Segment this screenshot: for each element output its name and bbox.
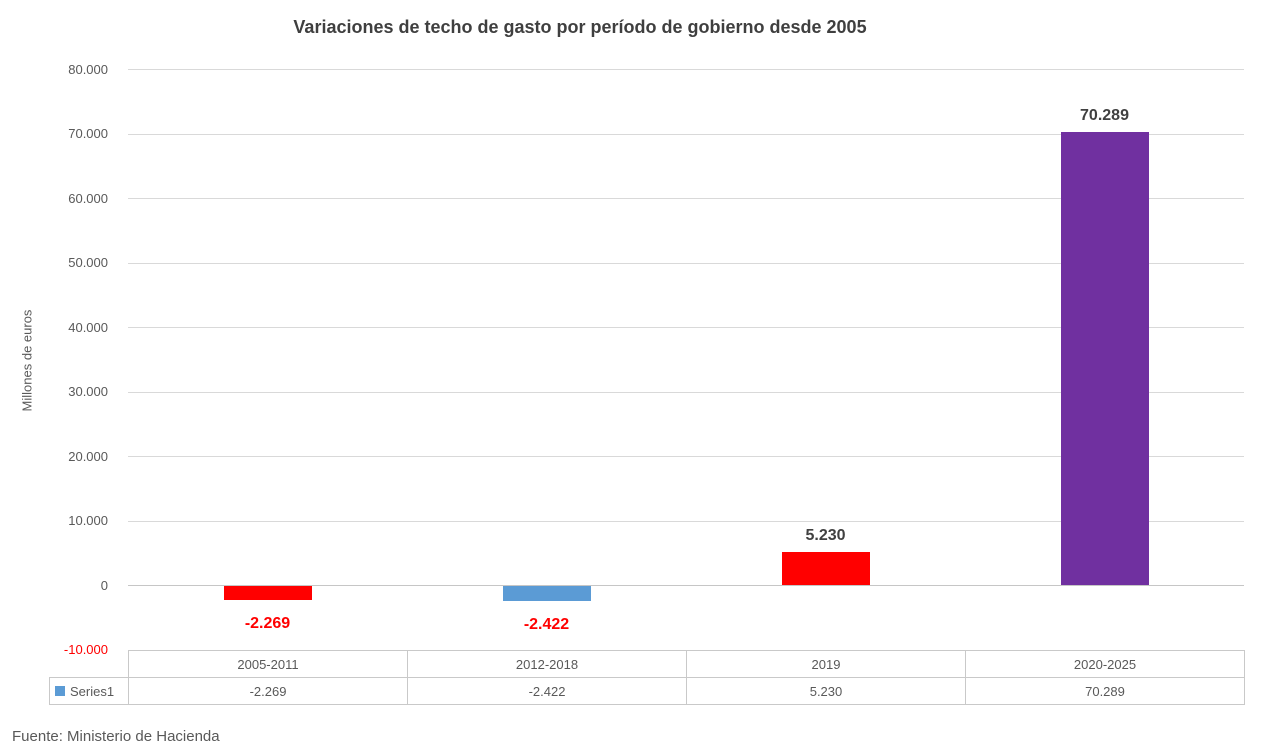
value-cell: -2.269 [128, 677, 408, 705]
y-tick-label: 60.000 [68, 190, 108, 206]
category-header-cell: 2019 [686, 650, 966, 678]
bar-value-label: -2.422 [523, 616, 570, 634]
bar-value-label: 5.230 [805, 526, 846, 544]
legend-label: Series1 [70, 683, 115, 699]
gridline [128, 456, 1244, 457]
gridline [128, 69, 1244, 70]
gridline [128, 520, 1244, 522]
category-header-cell: 2005-2011 [128, 650, 408, 678]
chart-title: Variaciones de techo de gasto por períod… [293, 17, 867, 37]
value-cell: 70.289 [965, 677, 1245, 705]
y-tick-label: 10.000 [68, 513, 108, 528]
source-note: Fuente: Ministerio de Hacienda [12, 728, 220, 745]
bar-value-label: 70.289 [1080, 107, 1129, 125]
bar-value-label: -2.269 [244, 615, 291, 633]
gridline [128, 262, 1244, 264]
legend-marker-icon [55, 686, 65, 696]
gridline [128, 585, 1244, 586]
y-tick-label: -10.000 [63, 642, 108, 657]
chart-data-table: 2005-2011 2012-2018 2019 2020-2025 Series1 -2… [49, 650, 1245, 705]
y-tick-label: 20.000 [68, 448, 108, 464]
y-tick-label: 40.000 [68, 319, 108, 335]
y-tick-label: 50.000 [68, 255, 108, 270]
y-tick-label: 0 [100, 577, 108, 593]
bar [223, 585, 312, 601]
gridline [128, 327, 1244, 328]
legend-key-cell: Series1 [49, 677, 129, 705]
value-cell: -2.422 [407, 677, 687, 705]
category-header-cell: 2020-2025 [965, 650, 1245, 678]
y-tick-label: 70.000 [68, 126, 108, 141]
bar [1060, 132, 1149, 586]
bar [502, 585, 591, 602]
value-cell: 5.230 [686, 677, 966, 705]
y-tick-label: 30.000 [68, 384, 108, 399]
gridline [128, 133, 1244, 135]
data-table-corner-cell [50, 651, 129, 678]
category-header-cell: 2012-2018 [407, 650, 687, 678]
gridline [128, 198, 1244, 199]
y-tick-label: 80.000 [68, 61, 108, 77]
gridline [128, 391, 1244, 393]
bar [781, 551, 870, 586]
y-axis-title: Millones de euros [19, 309, 35, 412]
